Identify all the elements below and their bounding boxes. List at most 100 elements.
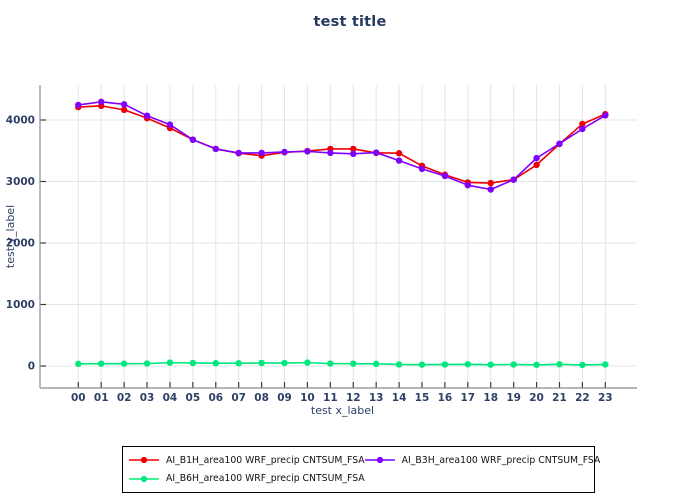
series-2-point	[533, 361, 540, 368]
series-1-point	[235, 149, 242, 157]
series-1-point	[327, 149, 334, 157]
series-2-point	[602, 361, 609, 368]
purple-line-marker-icon	[364, 457, 395, 464]
legend-label-b3h: AI_B3H_area100 WRF_precip CNTSUM_FSA	[401, 454, 601, 466]
series-1-line	[78, 101, 606, 191]
series-1-point	[441, 172, 449, 180]
series-2-point	[189, 359, 197, 367]
series-1-point	[258, 149, 265, 157]
series-1-point	[189, 136, 197, 143]
svg-text:12: 12	[346, 392, 361, 404]
svg-text:02: 02	[117, 392, 132, 404]
series-0-line	[78, 105, 606, 184]
svg-text:18: 18	[483, 392, 498, 404]
series-1	[75, 98, 609, 193]
svg-text:01: 01	[94, 392, 109, 404]
series-2-line	[78, 361, 606, 366]
svg-text:11: 11	[323, 392, 338, 404]
series-1-point	[579, 125, 586, 133]
series-2-point	[372, 360, 380, 368]
series-2-point	[395, 361, 403, 368]
y-tick-labels: 0 1000 2000 3000 4000	[6, 115, 35, 373]
series-1-point	[395, 157, 403, 164]
series-2-point	[212, 360, 219, 367]
series-2-point	[235, 360, 242, 367]
svg-text:03: 03	[140, 392, 155, 404]
svg-text:4000: 4000	[6, 115, 35, 127]
series-2-point	[98, 360, 105, 367]
series-1-point	[166, 121, 174, 128]
svg-text:05: 05	[186, 392, 201, 404]
svg-text:10: 10	[300, 392, 315, 404]
series-1-point	[556, 140, 563, 147]
svg-text:20: 20	[529, 392, 544, 404]
y-axis-label: test y_label	[4, 205, 17, 268]
svg-text:04: 04	[163, 392, 178, 404]
legend-row-2: AI_B6H_area100 WRF_precip CNTSUM_FSA	[129, 473, 594, 484]
series-2-point	[304, 359, 311, 366]
svg-text:16: 16	[438, 392, 453, 404]
svg-text:07: 07	[231, 392, 246, 404]
series-0-point	[395, 150, 403, 157]
legend-label-b6h: AI_B6H_area100 WRF_precip CNTSUM_FSA	[166, 473, 365, 485]
series-1-point	[487, 186, 494, 193]
series-1-point	[143, 112, 151, 119]
series-1-point	[75, 101, 82, 109]
red-line-marker-icon	[129, 457, 159, 464]
chart-title: test title	[313, 14, 387, 30]
series-1-point	[350, 150, 357, 158]
legend-row-1: AI_B1H_area100 WRF_precip CNTSUM_FSA AI_…	[129, 455, 600, 466]
series-2	[75, 359, 609, 369]
svg-text:0: 0	[28, 361, 35, 373]
series-2-point	[327, 360, 334, 367]
series-0-point	[350, 145, 357, 153]
series-1-point	[304, 148, 311, 155]
series-2-point	[556, 361, 563, 368]
svg-text:09: 09	[277, 392, 292, 404]
series-0-point	[579, 120, 586, 128]
svg-text:22: 22	[575, 392, 590, 404]
svg-text:15: 15	[415, 392, 430, 404]
svg-text:21: 21	[552, 392, 567, 404]
svg-text:1000: 1000	[6, 299, 35, 311]
line-chart: 00 01 02 03 04 05 06 07 08 09 10 11 12 13 14 15 16 17 18 19…	[4, 85, 637, 417]
x-axis-label: test x_label	[311, 404, 374, 417]
series-2-point	[166, 359, 174, 366]
series-1-point	[464, 181, 472, 189]
svg-text:23: 23	[598, 392, 613, 404]
legend: AI_B1H_area100 WRF_precip CNTSUM_FSA AI_…	[122, 446, 600, 493]
green-line-marker-icon	[129, 475, 159, 482]
svg-text:2000: 2000	[6, 238, 35, 250]
series-1-point	[533, 154, 540, 162]
svg-text:14: 14	[392, 392, 407, 404]
series-0-point	[533, 161, 540, 169]
series-2-point	[350, 360, 357, 367]
series-2-point	[441, 361, 449, 368]
series-0	[75, 102, 609, 187]
series-1-point	[212, 145, 219, 153]
series-2-point	[75, 360, 82, 368]
series-2-point	[464, 361, 472, 368]
series-1-point	[510, 176, 517, 183]
series-2-point	[418, 361, 426, 368]
series-1-point	[372, 149, 380, 156]
svg-text:17: 17	[461, 392, 476, 404]
gridlines	[40, 85, 637, 388]
series-1-point	[120, 101, 128, 108]
legend-item-b3h: AI_B3H_area100 WRF_precip CNTSUM_FSA	[364, 454, 601, 466]
series-0-point	[120, 106, 128, 114]
series-2-point	[258, 359, 265, 367]
series-2-point	[120, 360, 128, 367]
svg-text:19: 19	[506, 392, 521, 404]
series-1-point	[281, 148, 288, 156]
series-2-point	[510, 361, 517, 368]
legend-item-b1h: AI_B1H_area100 WRF_precip CNTSUM_FSA	[129, 455, 365, 466]
series-2-point	[579, 361, 586, 369]
legend-label-b1h: AI_B1H_area100 WRF_precip CNTSUM_FSA	[166, 454, 365, 466]
axes-spines	[39, 85, 637, 389]
series-2-point	[281, 359, 288, 367]
legend-item-b6h: AI_B6H_area100 WRF_precip CNTSUM_FSA	[129, 473, 368, 484]
series-1-point	[418, 165, 426, 173]
svg-text:3000: 3000	[6, 176, 35, 188]
